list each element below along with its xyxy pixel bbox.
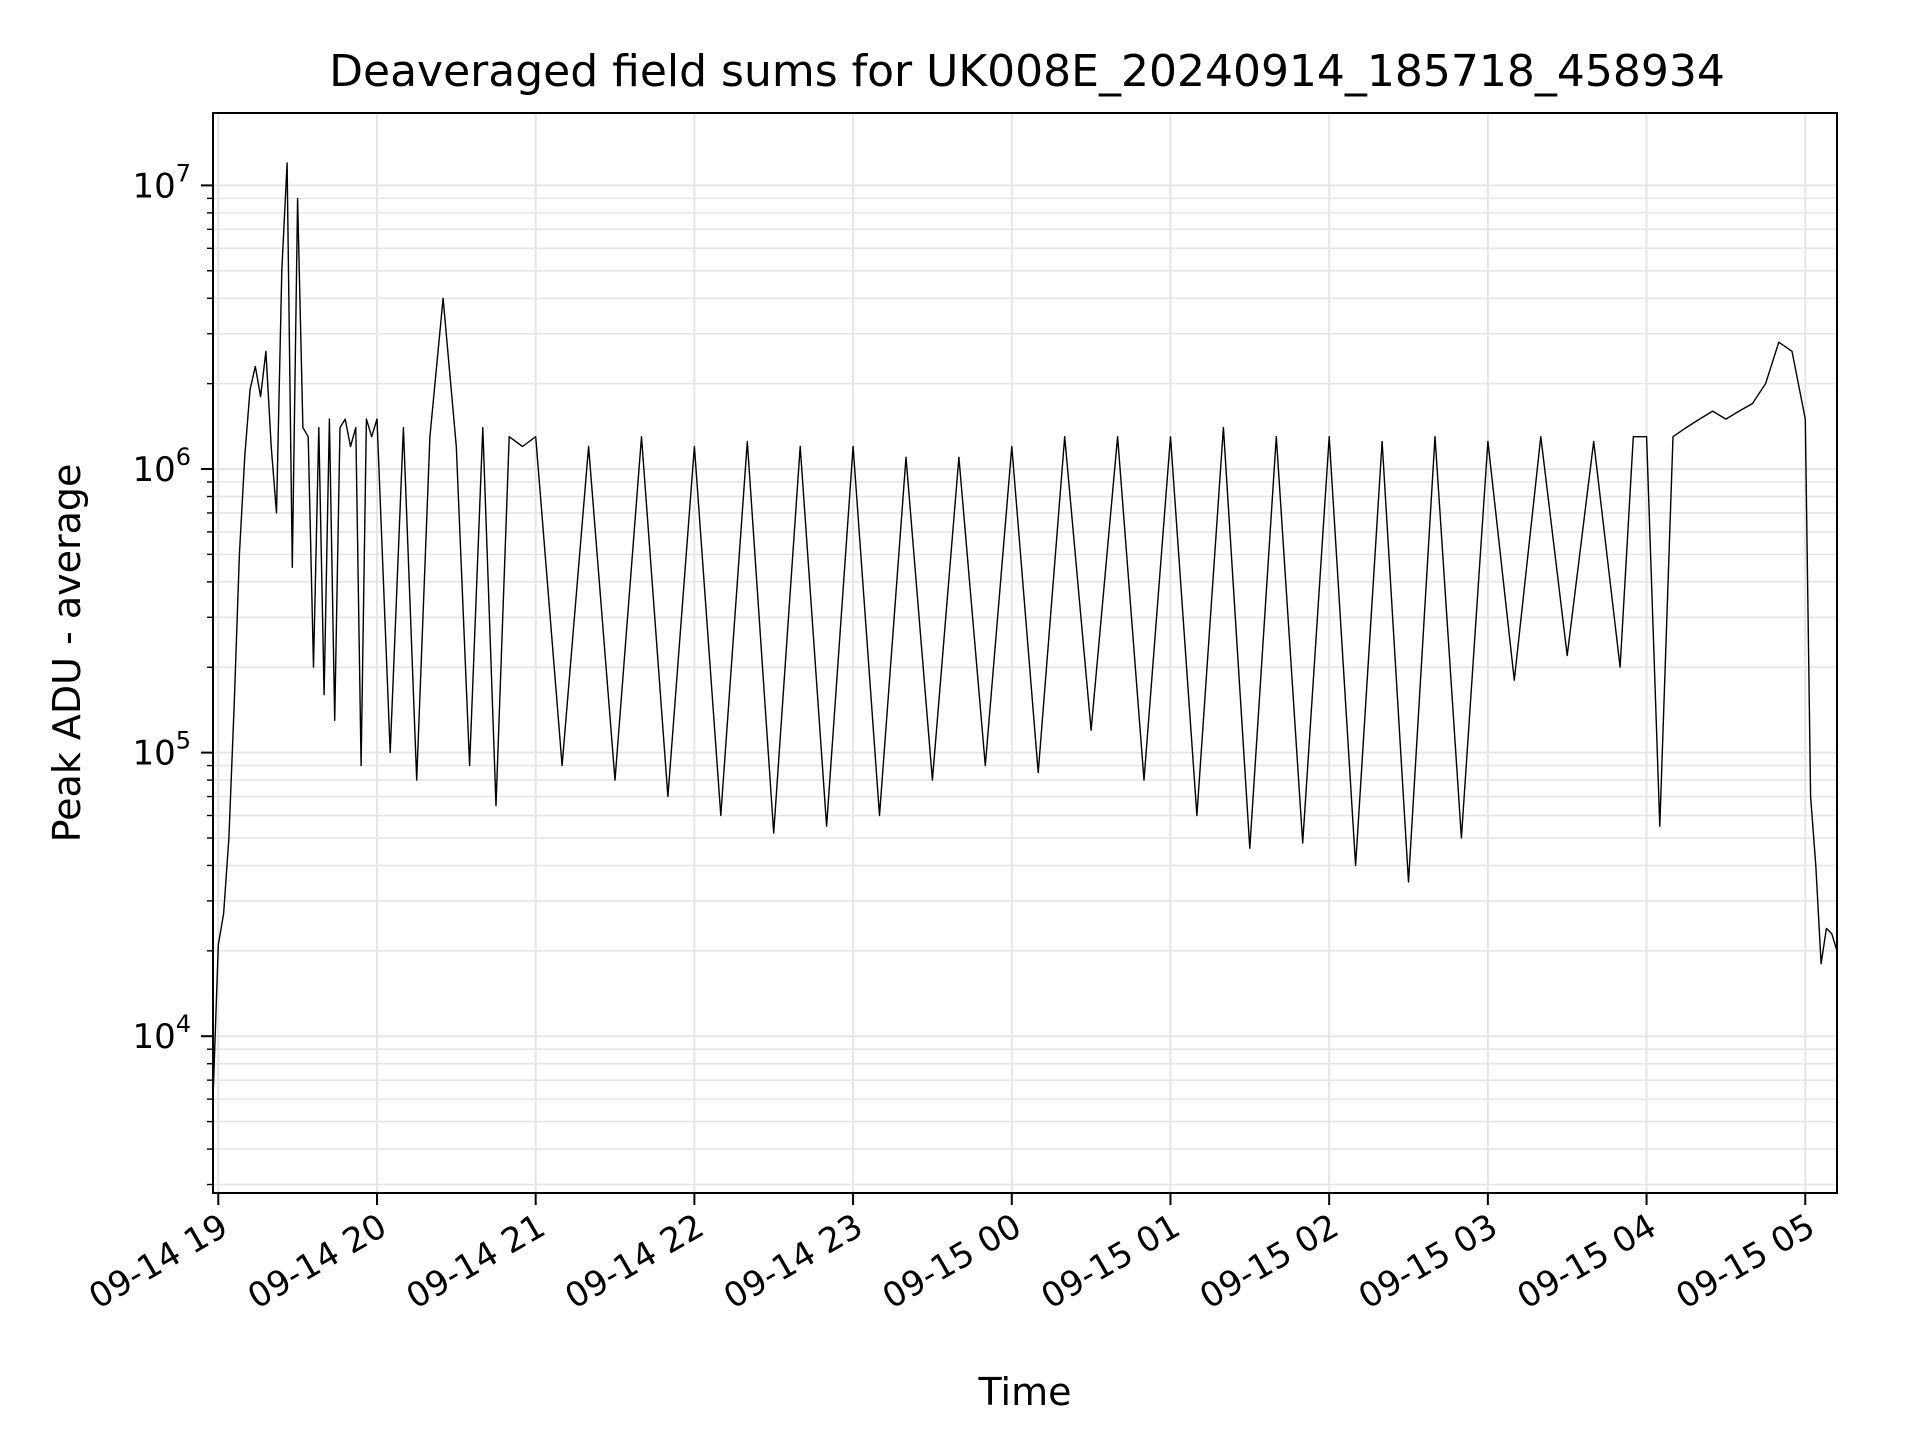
y-tick-base: 10 (132, 734, 175, 774)
y-tick-label: 104 (132, 1010, 191, 1057)
plot-area (212, 162, 1838, 1100)
chart-title: Deaveraged field sums for UK008E_2024091… (329, 46, 1725, 97)
y-tick-label: 106 (132, 443, 191, 490)
y-tick-exponent: 4 (176, 1010, 191, 1038)
y-tick-exponent: 5 (176, 727, 191, 755)
series-line (212, 162, 1838, 1100)
y-tick-exponent: 6 (176, 443, 191, 471)
y-tick-base: 10 (132, 1017, 175, 1057)
y-tick-base: 10 (132, 450, 175, 490)
y-tick-exponent: 7 (176, 159, 191, 187)
y-tick-label: 107 (132, 159, 191, 206)
axes-frame (212, 112, 1838, 1194)
x-axis-label: Time (978, 1370, 1072, 1414)
y-tick-base: 10 (132, 166, 175, 206)
y-axis-label: Peak ADU - average (45, 464, 89, 843)
y-tick-label: 105 (132, 727, 191, 774)
grid (213, 113, 1837, 1193)
